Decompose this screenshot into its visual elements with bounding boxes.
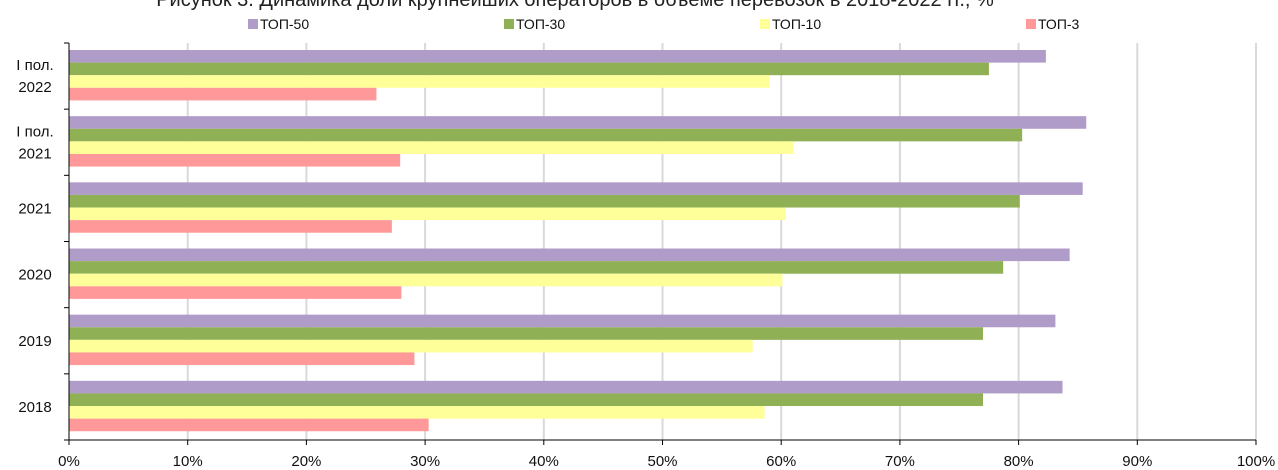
bar [69,87,377,101]
bar [69,116,1087,129]
y-category-label: I пол. [16,57,53,74]
bar [69,393,983,407]
legend-label: ТОП-3 [1038,16,1080,32]
legend-label: ТОП-10 [772,16,821,32]
bar [69,327,983,340]
y-category-label: 2020 [18,267,51,284]
bar [69,339,753,353]
bar [69,75,770,88]
x-tick-label: 100% [1237,453,1275,470]
bar [69,248,1070,262]
y-category-label: I пол. [16,123,53,140]
bar [69,352,415,366]
legend-swatch [504,19,514,29]
x-tick-label: 20% [291,453,321,470]
bar [69,273,783,287]
legend-label: ТОП-30 [516,16,565,32]
x-tick-label: 30% [410,453,440,470]
bar [69,194,1020,208]
x-tick-label: 40% [529,453,559,470]
legend-swatch [248,19,258,29]
x-tick-label: 60% [766,453,796,470]
y-category-label: 2019 [18,333,51,350]
x-tick-label: 10% [173,453,203,470]
gridlines [186,43,1257,440]
x-tick-label: 0% [58,453,80,470]
bar [69,261,1004,274]
legend-swatch [760,19,770,29]
bar [69,141,794,154]
x-tick-labels: 0% 10% 20% 30% 40% 50% 60% 70% 80% 90% 100% [58,453,1275,470]
bar [69,62,989,76]
axes [64,42,1257,445]
y-category-labels: I пол. 2022 I пол. 2021 2021 2020 2019 2018 [16,57,53,416]
bar [69,418,429,432]
chart-title: Рисунок 3. Динамика доли крупнейших опер… [156,0,994,11]
bars [69,50,1087,432]
y-category-label: 2021 [18,145,51,162]
bar [69,182,1083,195]
bar [69,380,1063,394]
legend-label: ТОП-50 [260,16,309,32]
x-tick-label: 50% [647,453,677,470]
y-category-label: 2018 [18,399,51,416]
bar [69,153,401,167]
bar [69,128,1023,142]
bar [69,50,1046,63]
bar [69,220,392,233]
x-tick-label: 90% [1122,453,1152,470]
legend: ТОП-50 ТОП-30 ТОП-10 ТОП-3 [248,16,1080,32]
legend-swatch [1026,19,1036,29]
y-category-label: 2021 [18,200,51,217]
x-tick-label: 70% [885,453,915,470]
x-tick-label: 80% [1004,453,1034,470]
bar [69,406,765,419]
bar [69,207,786,221]
y-category-label: 2022 [18,79,51,96]
bar [69,286,402,299]
bar [69,314,1056,328]
